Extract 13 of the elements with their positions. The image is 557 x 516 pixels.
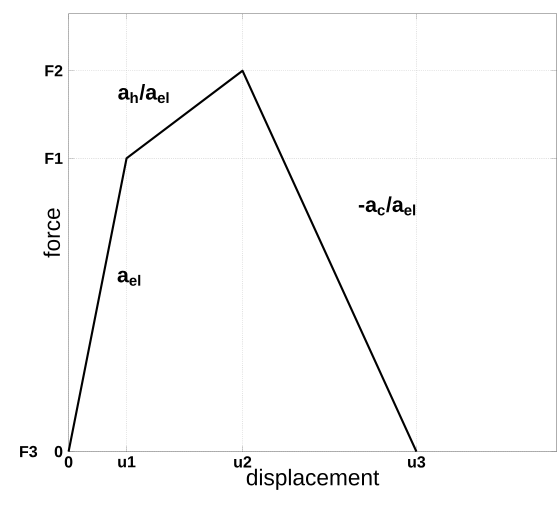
y-axis-title: force — [43, 208, 60, 258]
x-axis-title: displacement — [246, 468, 380, 490]
annotation: a$_{el}$ — [118, 270, 140, 286]
annotation: a$_{h}$/a$_{el}$ — [118, 84, 169, 104]
x-tick-label: u2 — [234, 456, 252, 468]
text: F2 — [45, 65, 62, 76]
x-tick-label: u3 — [408, 456, 426, 468]
x-tick-label: 0 — [64, 456, 72, 468]
x-tick-label: u1 — [118, 456, 136, 468]
text: 0 — [54, 446, 62, 458]
text: F1 — [45, 152, 63, 164]
annotation: -a$_{c}$/a$_{el}$ — [358, 196, 416, 216]
text: F3 — [20, 446, 38, 458]
